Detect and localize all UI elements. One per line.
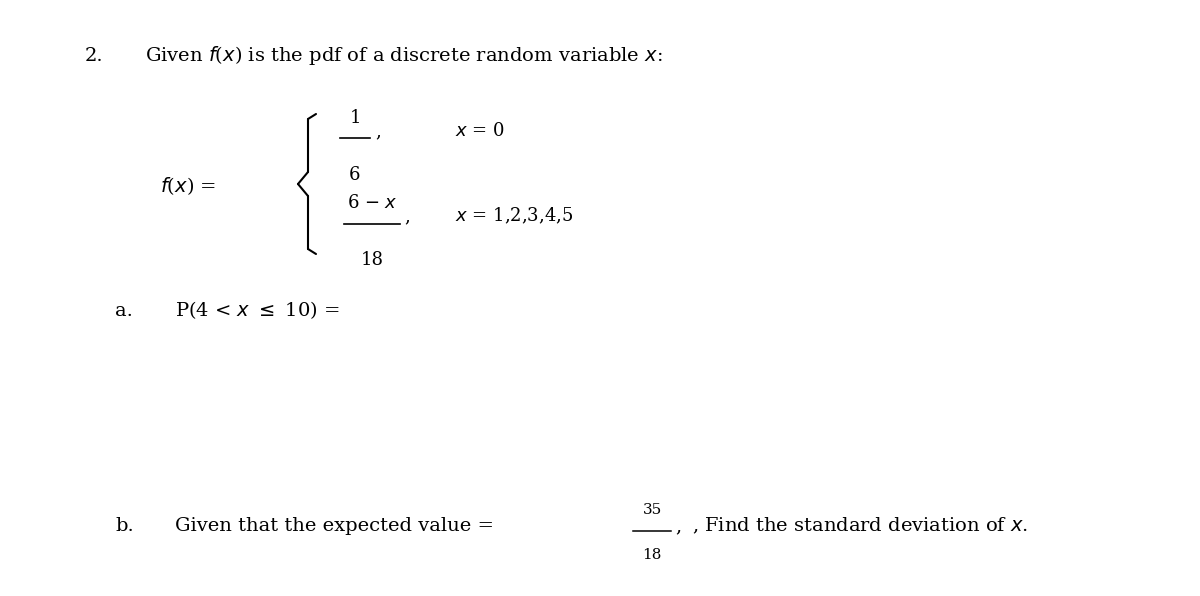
Text: 2.: 2. bbox=[85, 47, 103, 65]
Text: 6: 6 bbox=[349, 166, 361, 184]
Text: 35: 35 bbox=[642, 503, 661, 517]
Text: ,: , bbox=[674, 517, 682, 535]
Text: P(4 < $\mathit{x}$ $\leq$ 10) =: P(4 < $\mathit{x}$ $\leq$ 10) = bbox=[175, 299, 340, 321]
Text: $\mathit{x}$ = 0: $\mathit{x}$ = 0 bbox=[455, 122, 505, 140]
Text: 18: 18 bbox=[642, 548, 661, 562]
Text: 18: 18 bbox=[360, 251, 384, 269]
Text: , Find the standard deviation of $\mathit{x}$.: , Find the standard deviation of $\mathi… bbox=[692, 516, 1028, 536]
Text: ,: , bbox=[404, 207, 409, 225]
Text: a.: a. bbox=[115, 302, 133, 320]
Text: $\mathit{f}$($\mathit{x}$) =: $\mathit{f}$($\mathit{x}$) = bbox=[160, 175, 216, 197]
Text: b.: b. bbox=[115, 517, 133, 535]
Text: Given $\mathit{f}$($\mathit{x}$) is the pdf of a discrete random variable $\math: Given $\mathit{f}$($\mathit{x}$) is the … bbox=[145, 44, 662, 67]
Text: Given that the expected value =: Given that the expected value = bbox=[175, 517, 500, 535]
Text: 1: 1 bbox=[349, 109, 361, 127]
Text: ,: , bbox=[374, 122, 380, 140]
Text: $\mathit{x}$ = 1,2,3,4,5: $\mathit{x}$ = 1,2,3,4,5 bbox=[455, 206, 574, 226]
Text: 6 $-$ $\mathit{x}$: 6 $-$ $\mathit{x}$ bbox=[347, 194, 397, 212]
